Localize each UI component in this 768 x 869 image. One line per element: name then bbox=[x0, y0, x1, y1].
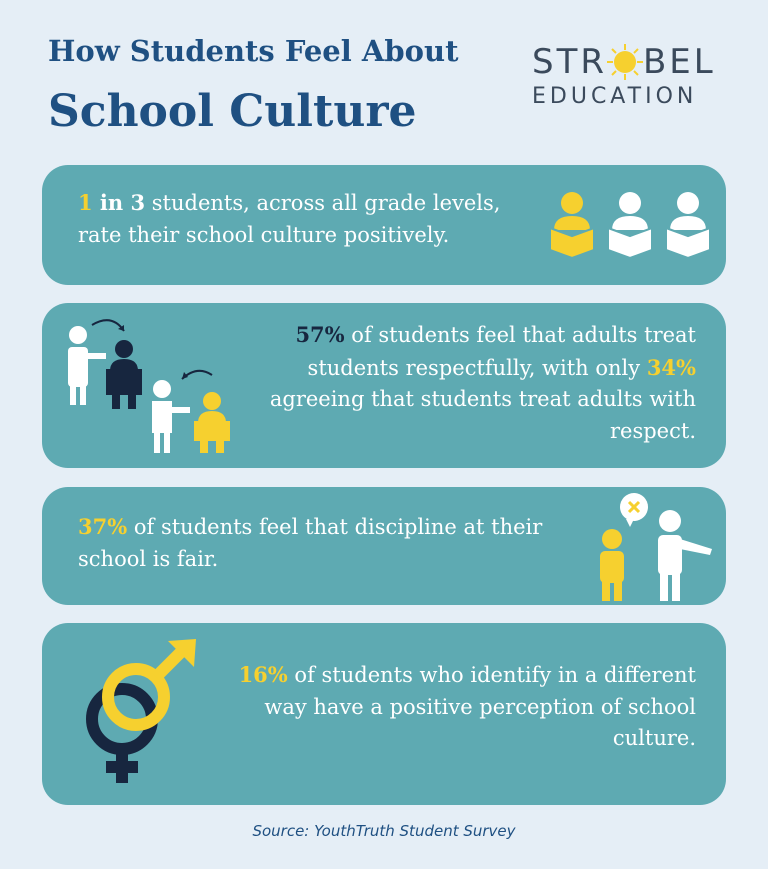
highlight: 57% bbox=[295, 322, 345, 347]
text: of students feel that discipline at thei… bbox=[78, 515, 543, 571]
card: 37% of students feel that discipline at … bbox=[42, 487, 726, 605]
text: students, across all grade levels, rate … bbox=[78, 191, 501, 247]
title-line-1: How Students Feel About bbox=[48, 34, 459, 68]
text: agreeing that students treat adults with… bbox=[269, 387, 696, 443]
title-line-2: School Culture bbox=[48, 86, 417, 137]
logo-name-end: BEL bbox=[642, 42, 716, 82]
logo-name: STR BEL bbox=[532, 42, 716, 82]
card-text: 16% of students who identify in a differ… bbox=[222, 659, 696, 755]
readers-icon bbox=[549, 192, 711, 260]
logo-name-start: STR bbox=[532, 42, 607, 82]
logo: STR BEL EDUCATION bbox=[532, 42, 716, 109]
card: 16% of students who identify in a differ… bbox=[42, 623, 726, 805]
card: 57% of students feel that adults treat s… bbox=[42, 303, 726, 468]
text: of students feel that adults treat stude… bbox=[307, 323, 696, 380]
card-text: 37% of students feel that discipline at … bbox=[78, 511, 548, 575]
logo-sun bbox=[606, 44, 643, 80]
highlight: in 3 bbox=[92, 190, 146, 215]
discipline-icon bbox=[600, 493, 712, 601]
highlight: 37% bbox=[78, 514, 128, 539]
highlight: 34% bbox=[646, 354, 696, 380]
logo-tagline: EDUCATION bbox=[532, 84, 698, 109]
card-text: 57% of students feel that adults treat s… bbox=[242, 319, 696, 447]
source: Source: YouthTruth Student Survey bbox=[252, 822, 516, 840]
respect-icon bbox=[68, 319, 230, 453]
highlight: 16% bbox=[238, 662, 288, 687]
highlight: 1 bbox=[78, 190, 93, 215]
gender-icon bbox=[86, 639, 196, 783]
card: 1 in 3 students, across all grade levels… bbox=[42, 165, 726, 285]
text: of students who identify in a different … bbox=[264, 663, 696, 750]
card-text: 1 in 3 students, across all grade levels… bbox=[78, 187, 548, 251]
